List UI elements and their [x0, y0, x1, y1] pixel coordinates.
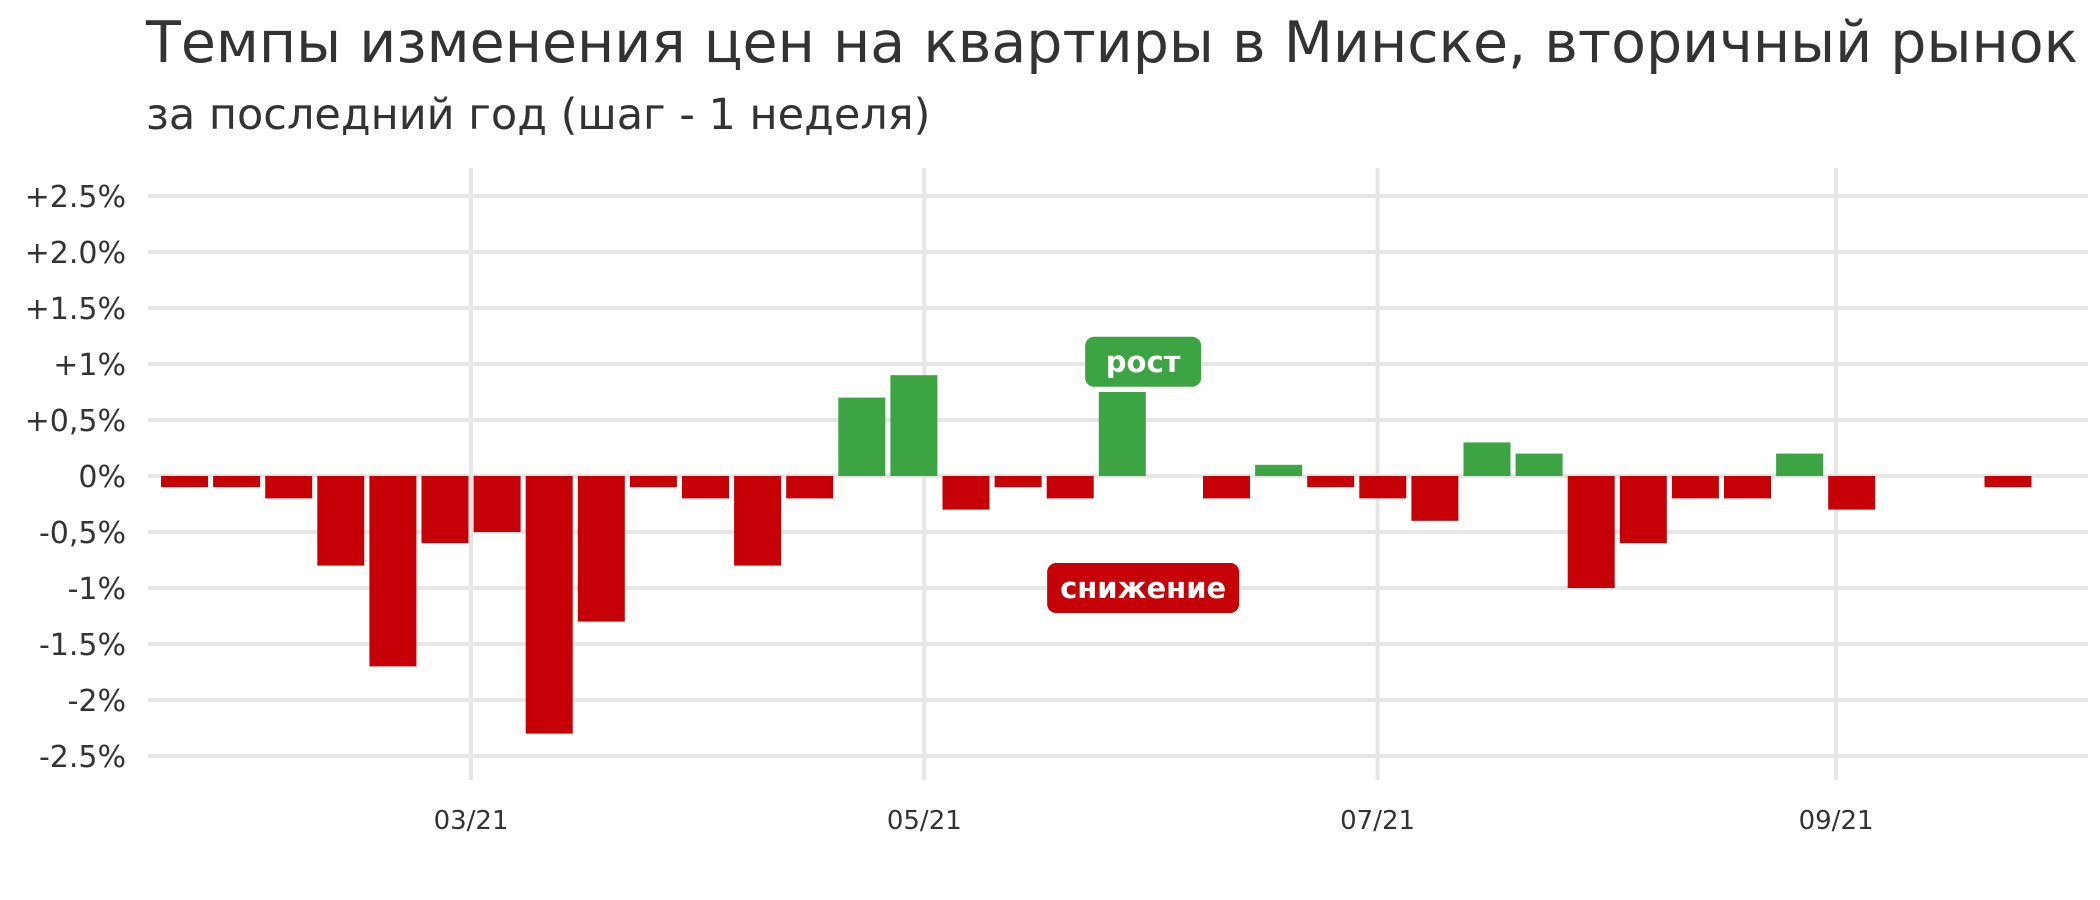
- y-tick-label: +1%: [53, 348, 126, 383]
- bar: [1046, 476, 1094, 499]
- annotation-box: [1047, 563, 1240, 613]
- bar: [1567, 476, 1615, 588]
- x-tick-label: 03/21: [434, 806, 509, 836]
- y-tick-label: -0,5%: [39, 516, 126, 551]
- bar: [1463, 442, 1511, 476]
- bar: [369, 476, 417, 667]
- bar: [473, 476, 521, 532]
- bar: [1776, 453, 1824, 476]
- y-tick-label: -2.5%: [39, 740, 126, 775]
- annotation-text: рост: [1106, 345, 1181, 379]
- bar: [994, 476, 1042, 488]
- bar: [786, 476, 834, 499]
- bar: [734, 476, 782, 566]
- x-axis-ticks: 03/21 05/21 07/21 09/21: [434, 806, 1874, 836]
- y-tick-label: -2%: [68, 684, 126, 719]
- bar: [890, 375, 938, 476]
- bar: [1307, 476, 1355, 488]
- annotation-label: снижение: [1047, 563, 1240, 613]
- y-tick-label: -1%: [68, 572, 126, 607]
- bar: [1411, 476, 1459, 521]
- y-tick-label: +2.5%: [25, 180, 126, 215]
- y-tick-label: +2.0%: [25, 236, 126, 271]
- bar: [1724, 476, 1771, 499]
- bar: [838, 397, 886, 476]
- bar: [1619, 476, 1667, 544]
- bar: [1203, 476, 1250, 499]
- bar: [682, 476, 729, 499]
- bar: [1671, 476, 1719, 499]
- bar: [1098, 392, 1146, 476]
- annotations: рост снижение: [1047, 336, 1240, 613]
- bar: [1984, 476, 2032, 488]
- bar: [213, 476, 261, 488]
- bar: [421, 476, 469, 544]
- annotation-text: снижение: [1060, 571, 1226, 605]
- bar: [1828, 476, 1876, 510]
- bar: [942, 476, 990, 510]
- y-tick-label: +0,5%: [25, 404, 126, 439]
- chart-title: Темпы изменения цен на квартиры в Минске…: [146, 10, 2079, 76]
- bar: [317, 476, 365, 566]
- bars: [161, 375, 2032, 734]
- x-tick-label: 05/21: [887, 806, 962, 836]
- y-axis-ticks: +2.5% +2.0% +1.5% +1% +0,5% 0% -0,5% -1% -1.5% -2…: [25, 180, 126, 775]
- bar: [577, 476, 625, 622]
- x-tick-label: 09/21: [1799, 806, 1874, 836]
- chart-subtitle: за последний год (шаг - 1 неделя): [146, 90, 931, 140]
- y-tick-label: 0%: [78, 460, 126, 495]
- y-tick-label: +1.5%: [25, 292, 126, 327]
- bar: [629, 476, 677, 488]
- annotation-box: [1085, 336, 1202, 387]
- annotation-label: рост: [1085, 336, 1202, 387]
- x-tick-label: 07/21: [1340, 806, 1415, 836]
- bar: [265, 476, 313, 499]
- bar: [1359, 476, 1407, 499]
- bar: [1255, 464, 1303, 476]
- y-tick-label: -1.5%: [39, 628, 126, 663]
- bar: [161, 476, 208, 488]
- bar: [1515, 453, 1563, 476]
- bar: [525, 476, 573, 734]
